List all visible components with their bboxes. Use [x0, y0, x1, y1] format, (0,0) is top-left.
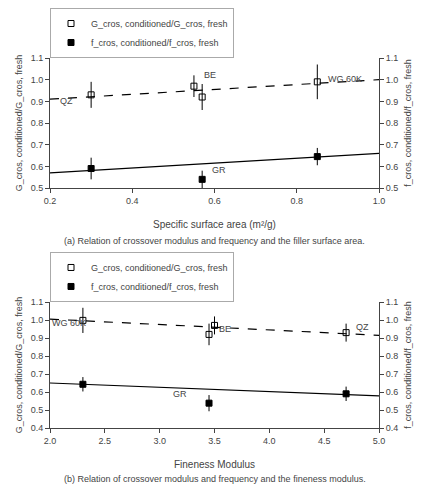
svg-text:0.5: 0.5 [386, 183, 399, 193]
svg-text:0.9: 0.9 [386, 96, 399, 106]
svg-text:0.2: 0.2 [44, 196, 57, 206]
svg-text:3.0: 3.0 [153, 436, 166, 446]
svg-text:5.0: 5.0 [373, 436, 386, 446]
svg-text:3.5: 3.5 [208, 436, 221, 446]
svg-text:1.0: 1.0 [31, 75, 44, 85]
svg-text:0.7: 0.7 [386, 140, 399, 150]
svg-text:f_cros, conditioned/f_cros, fr: f_cros, conditioned/f_cros, fresh [404, 59, 414, 187]
svg-text:0.8: 0.8 [31, 351, 44, 361]
svg-text:4.0: 4.0 [263, 436, 276, 446]
svg-text:1.1: 1.1 [31, 53, 44, 63]
svg-text:G_cros, conditioned/G_cros, fr: G_cros, conditioned/G_cros, fresh [14, 297, 24, 434]
svg-text:0.6: 0.6 [386, 161, 399, 171]
svg-text:(a) Relation of crossover modu: (a) Relation of crossover modulus and fr… [64, 236, 365, 246]
svg-text:BE: BE [219, 324, 231, 334]
svg-text:QZ: QZ [356, 322, 369, 332]
svg-text:1.1: 1.1 [31, 297, 44, 307]
svg-text:0.8: 0.8 [386, 118, 399, 128]
svg-text:WG 60K: WG 60K [328, 74, 362, 84]
svg-text:QZ: QZ [60, 96, 73, 106]
svg-text:f_cros, conditioned/f_cros, fr: f_cros, conditioned/f_cros, fresh [404, 301, 414, 429]
svg-text:f_cros, conditioned/f_cros, fr: f_cros, conditioned/f_cros, fresh [91, 38, 219, 48]
svg-text:4.5: 4.5 [318, 436, 331, 446]
svg-text:f_cros, conditioned/f_cros, fr: f_cros, conditioned/f_cros, fresh [91, 282, 219, 292]
svg-text:0.6: 0.6 [386, 387, 399, 397]
svg-text:1.0: 1.0 [373, 196, 386, 206]
svg-text:1.0: 1.0 [31, 315, 44, 325]
svg-text:0.7: 0.7 [386, 369, 399, 379]
svg-text:BE: BE [204, 70, 216, 80]
svg-text:0.6: 0.6 [31, 387, 44, 397]
svg-text:0.8: 0.8 [386, 351, 399, 361]
svg-text:G_cros, conditioned/G_cros, fr: G_cros, conditioned/G_cros, fresh [14, 55, 24, 192]
svg-text:2.0: 2.0 [44, 436, 57, 446]
svg-text:1.1: 1.1 [386, 53, 399, 63]
svg-text:0.4: 0.4 [386, 423, 399, 433]
svg-text:WG 60K: WG 60K [52, 318, 86, 328]
svg-text:0.8: 0.8 [31, 118, 44, 128]
svg-text:0.6: 0.6 [31, 161, 44, 171]
svg-text:GR: GR [173, 389, 187, 399]
svg-text:0.9: 0.9 [386, 333, 399, 343]
svg-text:2.5: 2.5 [99, 436, 112, 446]
svg-text:0.9: 0.9 [31, 333, 44, 343]
svg-text:0.4: 0.4 [31, 423, 44, 433]
svg-text:G_cros, conditioned/G_cros, fr: G_cros, conditioned/G_cros, fresh [91, 19, 228, 29]
svg-text:0.5: 0.5 [31, 405, 44, 415]
svg-text:Specific surface area (m²/g): Specific surface area (m²/g) [153, 219, 276, 230]
svg-text:0.8: 0.8 [290, 196, 303, 206]
svg-text:G_cros, conditioned/G_cros, fr: G_cros, conditioned/G_cros, fresh [91, 263, 228, 273]
svg-text:1.0: 1.0 [386, 75, 399, 85]
svg-text:(b) Relation of crossover modu: (b) Relation of crossover modulus and fr… [64, 474, 366, 484]
svg-text:0.9: 0.9 [31, 96, 44, 106]
svg-text:0.5: 0.5 [31, 183, 44, 193]
svg-text:0.4: 0.4 [126, 196, 139, 206]
svg-text:1.1: 1.1 [386, 297, 399, 307]
svg-text:0.5: 0.5 [386, 405, 399, 415]
svg-text:0.7: 0.7 [31, 140, 44, 150]
svg-text:0.6: 0.6 [208, 196, 221, 206]
svg-text:1.0: 1.0 [386, 315, 399, 325]
svg-text:GR: GR [212, 165, 226, 175]
svg-text:Fineness Modulus: Fineness Modulus [174, 459, 255, 470]
svg-text:0.7: 0.7 [31, 369, 44, 379]
